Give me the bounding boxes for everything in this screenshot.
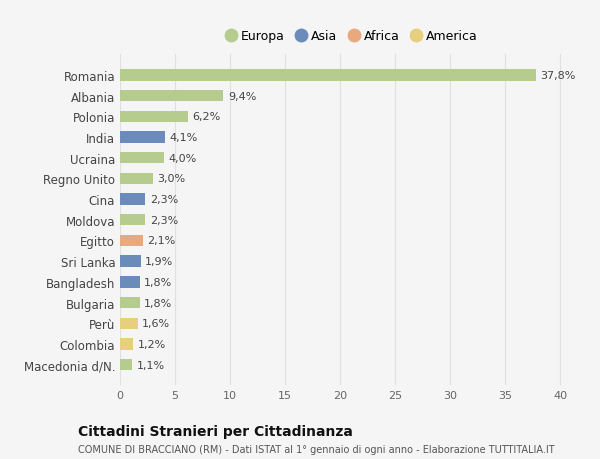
Bar xyxy=(120,153,164,164)
Text: 2,1%: 2,1% xyxy=(148,236,176,246)
Bar xyxy=(120,112,188,123)
Bar xyxy=(120,318,137,329)
Bar xyxy=(120,235,143,246)
Text: COMUNE DI BRACCIANO (RM) - Dati ISTAT al 1° gennaio di ogni anno - Elaborazione : COMUNE DI BRACCIANO (RM) - Dati ISTAT al… xyxy=(78,444,554,454)
Bar xyxy=(120,339,133,350)
Bar xyxy=(120,91,223,102)
Bar xyxy=(120,194,145,205)
Text: 1,2%: 1,2% xyxy=(137,339,166,349)
Text: 6,2%: 6,2% xyxy=(193,112,221,122)
Text: 9,4%: 9,4% xyxy=(228,91,256,101)
Bar xyxy=(120,215,145,226)
Text: 1,1%: 1,1% xyxy=(137,360,164,370)
Legend: Europa, Asia, Africa, America: Europa, Asia, Africa, America xyxy=(220,25,482,48)
Bar xyxy=(120,70,536,81)
Text: Cittadini Stranieri per Cittadinanza: Cittadini Stranieri per Cittadinanza xyxy=(78,425,353,438)
Bar xyxy=(120,132,165,143)
Text: 1,9%: 1,9% xyxy=(145,257,173,267)
Text: 3,0%: 3,0% xyxy=(157,174,185,184)
Bar xyxy=(120,174,153,185)
Text: 1,8%: 1,8% xyxy=(144,298,172,308)
Bar xyxy=(120,297,140,308)
Text: 4,1%: 4,1% xyxy=(170,133,198,143)
Bar xyxy=(120,277,140,288)
Text: 4,0%: 4,0% xyxy=(169,153,197,163)
Bar xyxy=(120,256,141,267)
Text: 1,6%: 1,6% xyxy=(142,319,170,329)
Text: 1,8%: 1,8% xyxy=(144,277,172,287)
Bar xyxy=(120,359,132,370)
Text: 2,3%: 2,3% xyxy=(150,195,178,205)
Text: 2,3%: 2,3% xyxy=(150,215,178,225)
Text: 37,8%: 37,8% xyxy=(540,71,575,81)
